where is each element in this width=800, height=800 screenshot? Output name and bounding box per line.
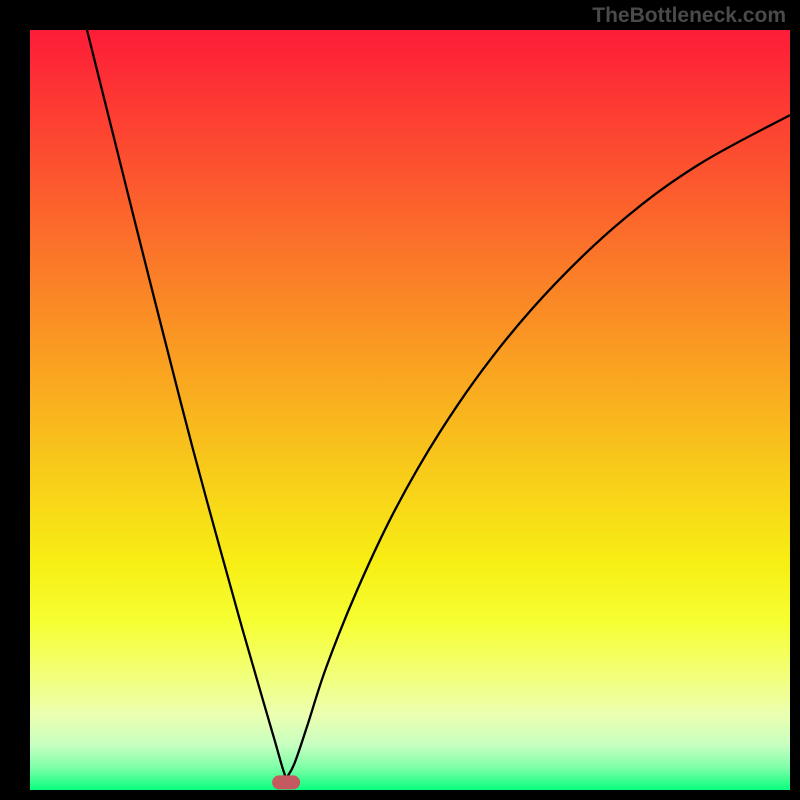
plot-background [30,30,790,790]
chart-container: TheBottleneck.com [0,0,800,800]
chart-svg [0,0,800,800]
minimum-marker [272,775,300,789]
watermark-text: TheBottleneck.com [592,4,786,28]
